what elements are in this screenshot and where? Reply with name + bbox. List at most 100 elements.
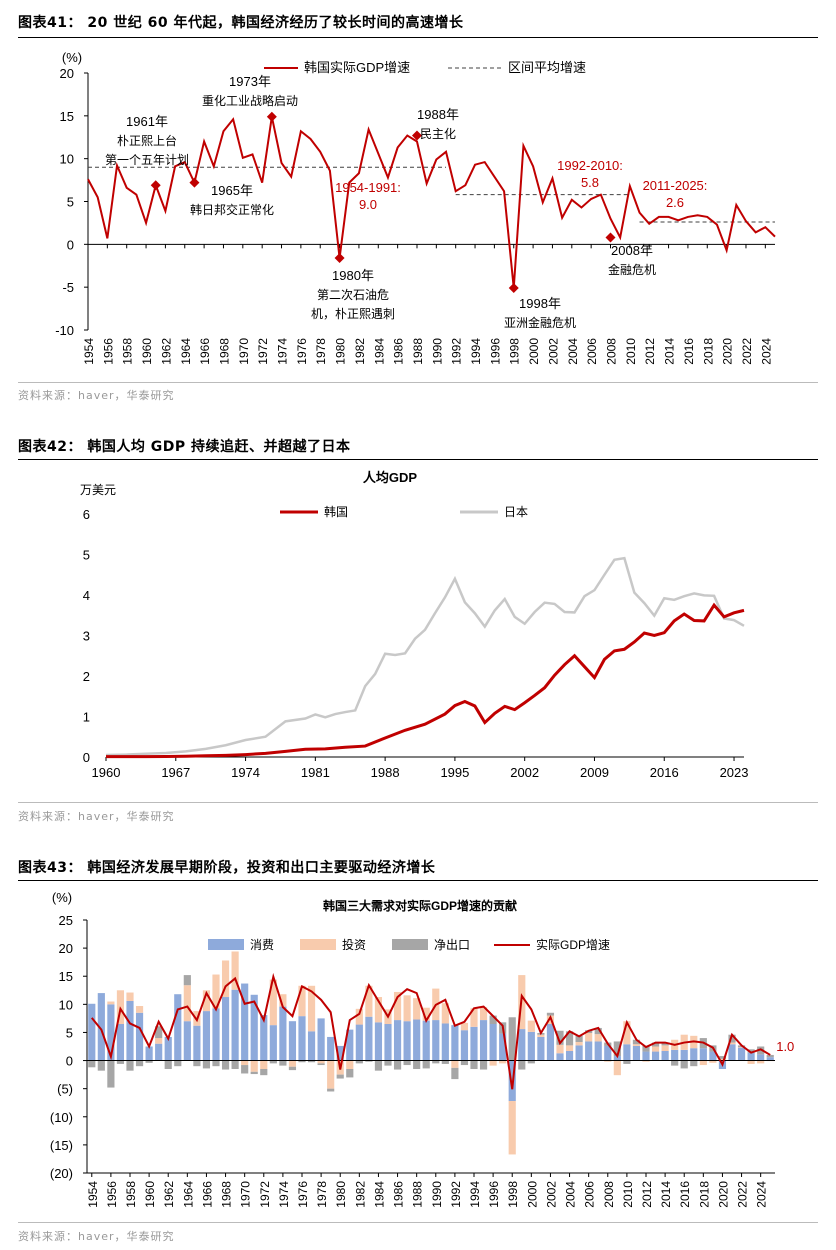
y-tick-label: 5 — [67, 195, 74, 210]
bar-消费 — [116, 1024, 125, 1061]
figure-42-source: 资料来源：haver，华泰研究 — [18, 810, 175, 823]
legend-swatch-消费 — [208, 939, 244, 950]
x-tick-label: 1962 — [162, 1181, 176, 1208]
bar-净出口 — [393, 1060, 402, 1070]
bar-消费 — [728, 1044, 736, 1061]
bar-消费 — [766, 1057, 774, 1061]
y-tick-label: 0 — [66, 1054, 73, 1069]
y-tick-label: 10 — [60, 152, 74, 167]
y-tick-label: 15 — [60, 109, 74, 124]
bar-净出口 — [556, 1030, 564, 1045]
bar-投资 — [441, 1003, 449, 1024]
legend-label-average: 区间平均增速 — [508, 60, 586, 75]
bar-净出口 — [642, 1045, 650, 1052]
figure-43-bottom-rule — [18, 1222, 818, 1223]
event-annotation-line: 朴正熙上台 — [117, 133, 177, 148]
x-tick-label: 2012 — [643, 338, 657, 365]
bar-消费 — [690, 1048, 698, 1061]
event-annotation-line: 1961年 — [126, 114, 168, 129]
bar-净出口 — [135, 1060, 144, 1067]
event-annotation-line: 亚洲金融危机 — [504, 315, 576, 330]
bar-投资 — [288, 1060, 297, 1067]
event-annotation-line: 1973年 — [229, 74, 271, 89]
x-tick-label: 1970 — [239, 1181, 253, 1208]
bar-消费 — [183, 1021, 191, 1061]
bar-消费 — [374, 1022, 383, 1061]
bar-净出口 — [336, 1074, 344, 1079]
bar-投资 — [699, 1060, 707, 1066]
bar-投资 — [307, 985, 316, 1032]
bar-消费 — [422, 1020, 430, 1061]
bar-净出口 — [565, 1031, 574, 1046]
bar-消费 — [327, 1036, 335, 1061]
x-tick-label: 1958 — [124, 1181, 138, 1208]
bar-净出口 — [613, 1041, 621, 1057]
bar-消费 — [575, 1045, 583, 1061]
bar-消费 — [527, 1031, 535, 1061]
y-tick-label: 25 — [59, 913, 73, 928]
bar-投资 — [231, 951, 239, 990]
x-tick-label: 1960 — [92, 765, 121, 780]
bar-消费 — [88, 1003, 96, 1061]
bar-消费 — [221, 997, 230, 1061]
bar-消费 — [260, 1015, 268, 1061]
x-tick-label: 1964 — [179, 338, 193, 365]
x-tick-label: 1978 — [314, 338, 328, 365]
bar-投资 — [374, 997, 383, 1023]
bar-消费 — [126, 1000, 134, 1061]
bar-投资 — [422, 1007, 430, 1021]
x-tick-label: 1970 — [237, 338, 251, 365]
x-tick-label: 1984 — [372, 1181, 386, 1208]
event-annotation-line: 第一个五年计划 — [105, 153, 189, 167]
bar-投资 — [728, 1042, 736, 1045]
x-tick-label: 1974 — [276, 338, 290, 365]
x-tick-label: 1972 — [258, 1181, 272, 1208]
event-annotation-line: 第二次石油危 — [317, 288, 389, 302]
bar-净出口 — [241, 1065, 249, 1074]
x-tick-label: 1958 — [121, 338, 135, 365]
average-label-value: 5.8 — [581, 175, 599, 190]
demand-contribution-chart: 韩国三大需求对实际GDP增速的贡献 (%) 25 20 15 10 5 0 (5) (10) (15… — [50, 890, 794, 1208]
bar-消费 — [642, 1051, 650, 1061]
bar-消费 — [250, 994, 258, 1061]
bar-投资 — [623, 1021, 631, 1045]
bar-消费 — [279, 1006, 287, 1061]
x-tick-label: 2002 — [544, 1181, 558, 1208]
legend-swatch-投资 — [300, 939, 336, 950]
event-marker — [189, 177, 200, 188]
bar-投资 — [250, 1060, 258, 1072]
y-tick-label: -5 — [62, 280, 74, 295]
x-tick-label: 1974 — [277, 1181, 291, 1208]
bar-净出口 — [661, 1042, 669, 1046]
bar-净出口 — [489, 1015, 497, 1025]
x-tick-label: 2016 — [650, 765, 679, 780]
y-tick-label: 6 — [83, 507, 90, 522]
y-unit-label: (%) — [52, 890, 72, 905]
y-tick-label: (5) — [57, 1082, 73, 1097]
bar-消费 — [441, 1023, 449, 1061]
bar-投资 — [107, 1001, 115, 1005]
legend-label-投资: 投资 — [342, 937, 366, 952]
bar-投资 — [413, 998, 421, 1020]
y-tick-label: 3 — [83, 629, 90, 644]
event-marker — [508, 283, 519, 294]
bar-消费 — [135, 1012, 144, 1061]
x-tick-label: 2014 — [659, 1181, 673, 1208]
y-unit-label: 万美元 — [80, 483, 116, 497]
x-tick-label: 2006 — [583, 1181, 597, 1208]
bar-净出口 — [546, 1012, 555, 1016]
y-unit-label: (%) — [62, 50, 82, 65]
x-tick-label: 2018 — [701, 338, 715, 365]
bar-净出口 — [623, 1060, 631, 1064]
bar-净出口 — [451, 1067, 459, 1080]
bar-消费 — [489, 1024, 497, 1061]
bar-消费 — [680, 1049, 688, 1061]
event-annotation-line: 民主化 — [420, 127, 456, 141]
x-tick-label: 2010 — [621, 1181, 635, 1208]
bar-投资 — [499, 1060, 507, 1064]
bar-净出口 — [479, 1060, 488, 1070]
bar-消费 — [336, 1045, 344, 1061]
event-annotation-line: 1998年 — [519, 296, 561, 311]
bar-投资 — [135, 1006, 144, 1013]
x-tick-label: 1986 — [392, 338, 406, 365]
